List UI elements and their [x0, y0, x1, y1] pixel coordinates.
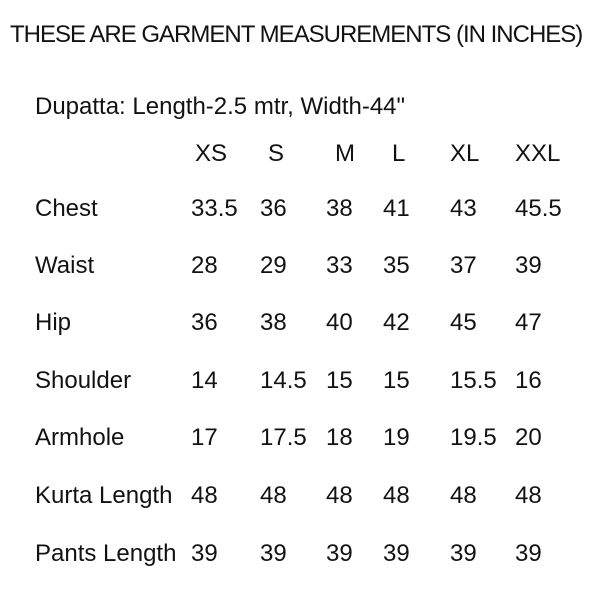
measurement-value: 48: [450, 482, 477, 509]
measurement-value: 39: [450, 540, 477, 567]
measurement-value: 39: [383, 540, 410, 567]
measurement-value: 15.5: [450, 367, 497, 394]
dupatta-note: Dupatta: Length-2.5 mtr, Width-44": [35, 93, 406, 120]
measurement-value: 14.5: [260, 367, 307, 394]
measurement-value: 14: [191, 367, 218, 394]
measurement-value: 41: [383, 195, 410, 222]
measurement-value: 29: [260, 252, 287, 279]
row-label: Armhole: [35, 424, 125, 451]
measurement-value: 18: [326, 424, 353, 451]
measurement-row-chest: Chest 33.5 36 38 41 43 45.5: [35, 197, 600, 221]
measurement-value: 36: [260, 195, 287, 222]
measurement-value: 36: [191, 309, 218, 336]
size-header-l: L: [392, 140, 406, 167]
size-header-xxl: XXL: [515, 140, 561, 167]
measurement-value: 33: [326, 252, 353, 279]
measurement-value: 48: [515, 482, 542, 509]
measurement-value: 19.5: [450, 424, 497, 451]
measurement-value: 48: [260, 482, 287, 509]
measurement-value: 38: [326, 195, 353, 222]
measurement-value: 47: [515, 309, 542, 336]
measurement-value: 48: [191, 482, 218, 509]
row-label: Waist: [35, 252, 95, 279]
measurement-row-shoulder: Shoulder 14 14.5 15 15 15.5 16: [35, 369, 600, 393]
measurement-row-hip: Hip 36 38 40 42 45 47: [35, 311, 600, 335]
size-header-m: M: [335, 140, 355, 167]
measurement-value: 20: [515, 424, 542, 451]
measurement-value: 48: [383, 482, 410, 509]
measurement-value: 33.5: [191, 195, 238, 222]
measurement-value: 39: [191, 540, 218, 567]
measurement-value: 38: [260, 309, 287, 336]
size-header-row: XS S M L XL XXL: [35, 142, 600, 166]
measurement-value: 48: [326, 482, 353, 509]
measurement-value: 37: [450, 252, 477, 279]
measurement-row-armhole: Armhole 17 17.5 18 19 19.5 20: [35, 426, 600, 450]
measurement-row-waist: Waist 28 29 33 35 37 39: [35, 254, 600, 278]
measurement-value: 16: [515, 367, 542, 394]
size-header-xl: XL: [450, 140, 480, 167]
size-header-s: S: [268, 140, 285, 167]
row-label: Kurta Length: [35, 482, 173, 509]
measurement-value: 42: [383, 309, 410, 336]
measurement-value: 17: [191, 424, 218, 451]
measurement-value: 39: [515, 540, 542, 567]
measurement-row-pants-length: Pants Length 39 39 39 39 39 39: [35, 542, 600, 566]
measurement-value: 43: [450, 195, 477, 222]
size-header-xs: XS: [195, 140, 228, 167]
measurement-row-kurta-length: Kurta Length 48 48 48 48 48 48: [35, 484, 600, 508]
measurement-value: 40: [326, 309, 353, 336]
row-label: Pants Length: [35, 540, 177, 567]
measurement-value: 45.5: [515, 195, 562, 222]
measurement-value: 39: [326, 540, 353, 567]
measurement-value: 19: [383, 424, 410, 451]
measurement-value: 45: [450, 309, 477, 336]
row-label: Chest: [35, 195, 98, 222]
measurement-value: 35: [383, 252, 410, 279]
measurement-value: 39: [260, 540, 287, 567]
measurement-value: 15: [326, 367, 353, 394]
measurement-value: 39: [515, 252, 542, 279]
header-label-spacer: [35, 142, 191, 166]
row-label: Hip: [35, 309, 72, 336]
page-title: THESE ARE GARMENT MEASUREMENTS (IN INCHE…: [10, 21, 583, 48]
measurement-value: 17.5: [260, 424, 307, 451]
measurement-value: 15: [383, 367, 410, 394]
row-label: Shoulder: [35, 367, 132, 394]
measurement-value: 28: [191, 252, 218, 279]
